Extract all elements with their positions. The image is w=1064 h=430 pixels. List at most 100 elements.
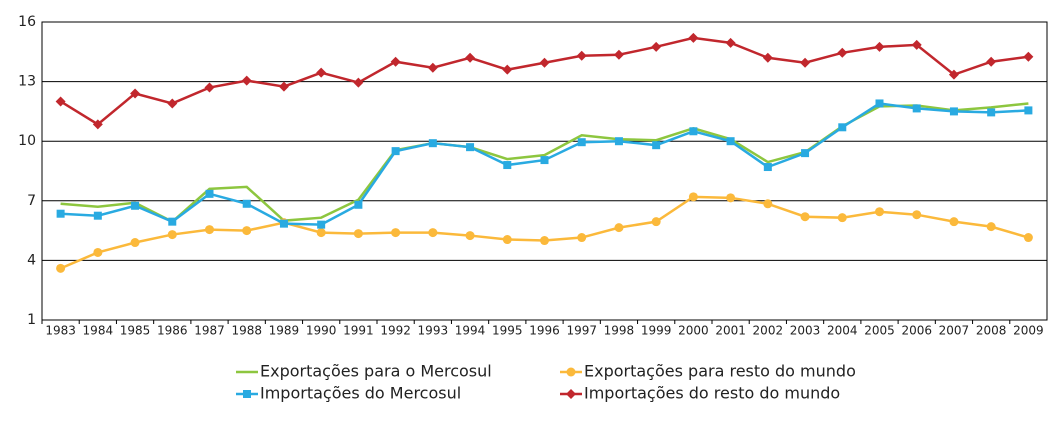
- point: [391, 147, 400, 156]
- point: [278, 81, 289, 92]
- point: [614, 137, 623, 146]
- point: [466, 143, 475, 152]
- x-tick-label: 2006: [901, 324, 932, 338]
- legend-label: Exportações para resto do mundo: [584, 362, 856, 381]
- point: [577, 138, 586, 147]
- y-tick-label: 7: [27, 193, 36, 209]
- point: [279, 219, 288, 228]
- point: [874, 41, 885, 52]
- point: [540, 156, 549, 165]
- x-tick-label: 2002: [753, 324, 784, 338]
- point: [168, 217, 177, 226]
- point: [986, 56, 997, 67]
- x-tick-label: 1999: [641, 324, 672, 338]
- point: [167, 230, 177, 240]
- point: [353, 77, 364, 88]
- point: [539, 57, 550, 68]
- point: [242, 199, 251, 208]
- point: [689, 127, 698, 136]
- point: [801, 149, 810, 158]
- point: [614, 223, 624, 233]
- x-tick-label: 2009: [1013, 324, 1044, 338]
- point: [131, 201, 140, 210]
- point: [353, 229, 363, 239]
- x-tick-label: 1993: [418, 324, 449, 338]
- legend-label: Importações do resto do mundo: [584, 384, 840, 403]
- x-tick-label: 2003: [790, 324, 821, 338]
- point: [763, 199, 773, 209]
- point: [390, 56, 401, 67]
- point: [986, 222, 996, 232]
- y-tick-label: 1: [27, 312, 36, 328]
- point: [391, 228, 401, 238]
- point: [540, 236, 549, 246]
- x-tick-label: 2007: [939, 324, 970, 338]
- point: [948, 69, 959, 80]
- y-tick-label: 16: [18, 14, 36, 30]
- point: [726, 137, 735, 146]
- point: [465, 231, 475, 241]
- point: [1023, 233, 1033, 243]
- x-tick-label: 1990: [306, 324, 337, 338]
- x-tick-label: 1984: [83, 324, 114, 338]
- point: [1023, 51, 1034, 62]
- legend-marker: [566, 367, 576, 377]
- point: [652, 141, 661, 150]
- point: [577, 233, 587, 243]
- x-tick-label: 1995: [492, 324, 523, 338]
- point: [576, 50, 587, 61]
- y-tick-label: 10: [18, 133, 36, 149]
- x-tick-label: 1992: [380, 324, 411, 338]
- point: [502, 235, 512, 245]
- point: [651, 41, 662, 52]
- x-tick-label: 2008: [976, 324, 1007, 338]
- point: [838, 123, 847, 132]
- x-tick-label: 1983: [45, 324, 76, 338]
- series-line: [60, 195, 1029, 270]
- x-tick-label: 1997: [566, 324, 597, 338]
- point: [688, 192, 698, 202]
- point: [92, 119, 103, 130]
- point: [205, 225, 214, 235]
- point: [130, 238, 140, 248]
- point: [949, 217, 959, 227]
- point: [56, 263, 66, 273]
- point: [912, 104, 921, 113]
- point: [241, 75, 252, 86]
- point: [167, 98, 178, 109]
- x-tick-label: 1994: [455, 324, 486, 338]
- legend-label: Importações do Mercosul: [260, 384, 461, 403]
- point: [130, 88, 141, 99]
- y-tick-label: 4: [27, 252, 36, 268]
- point: [317, 220, 326, 229]
- x-tick-label: 1998: [604, 324, 635, 338]
- legend-label: Exportações para o Mercosul: [260, 362, 492, 381]
- point: [800, 212, 810, 222]
- x-tick-label: 2005: [864, 324, 895, 338]
- point: [428, 228, 438, 238]
- y-tick-label: 13: [18, 74, 36, 90]
- point: [651, 217, 661, 227]
- point: [911, 39, 922, 50]
- point: [242, 226, 252, 236]
- point: [800, 57, 811, 68]
- x-tick-label: 2004: [827, 324, 858, 338]
- point: [725, 37, 736, 48]
- point: [316, 67, 327, 78]
- point: [93, 211, 102, 220]
- point: [688, 32, 699, 43]
- point: [949, 107, 958, 116]
- x-tick-label: 1996: [529, 324, 560, 338]
- point: [837, 47, 848, 58]
- point: [427, 62, 438, 73]
- point: [93, 247, 103, 257]
- point: [55, 96, 66, 107]
- point: [205, 189, 214, 198]
- series-line: [60, 102, 1029, 224]
- point: [987, 108, 996, 117]
- point: [503, 161, 512, 170]
- point: [875, 207, 884, 217]
- x-tick-label: 1989: [269, 324, 300, 338]
